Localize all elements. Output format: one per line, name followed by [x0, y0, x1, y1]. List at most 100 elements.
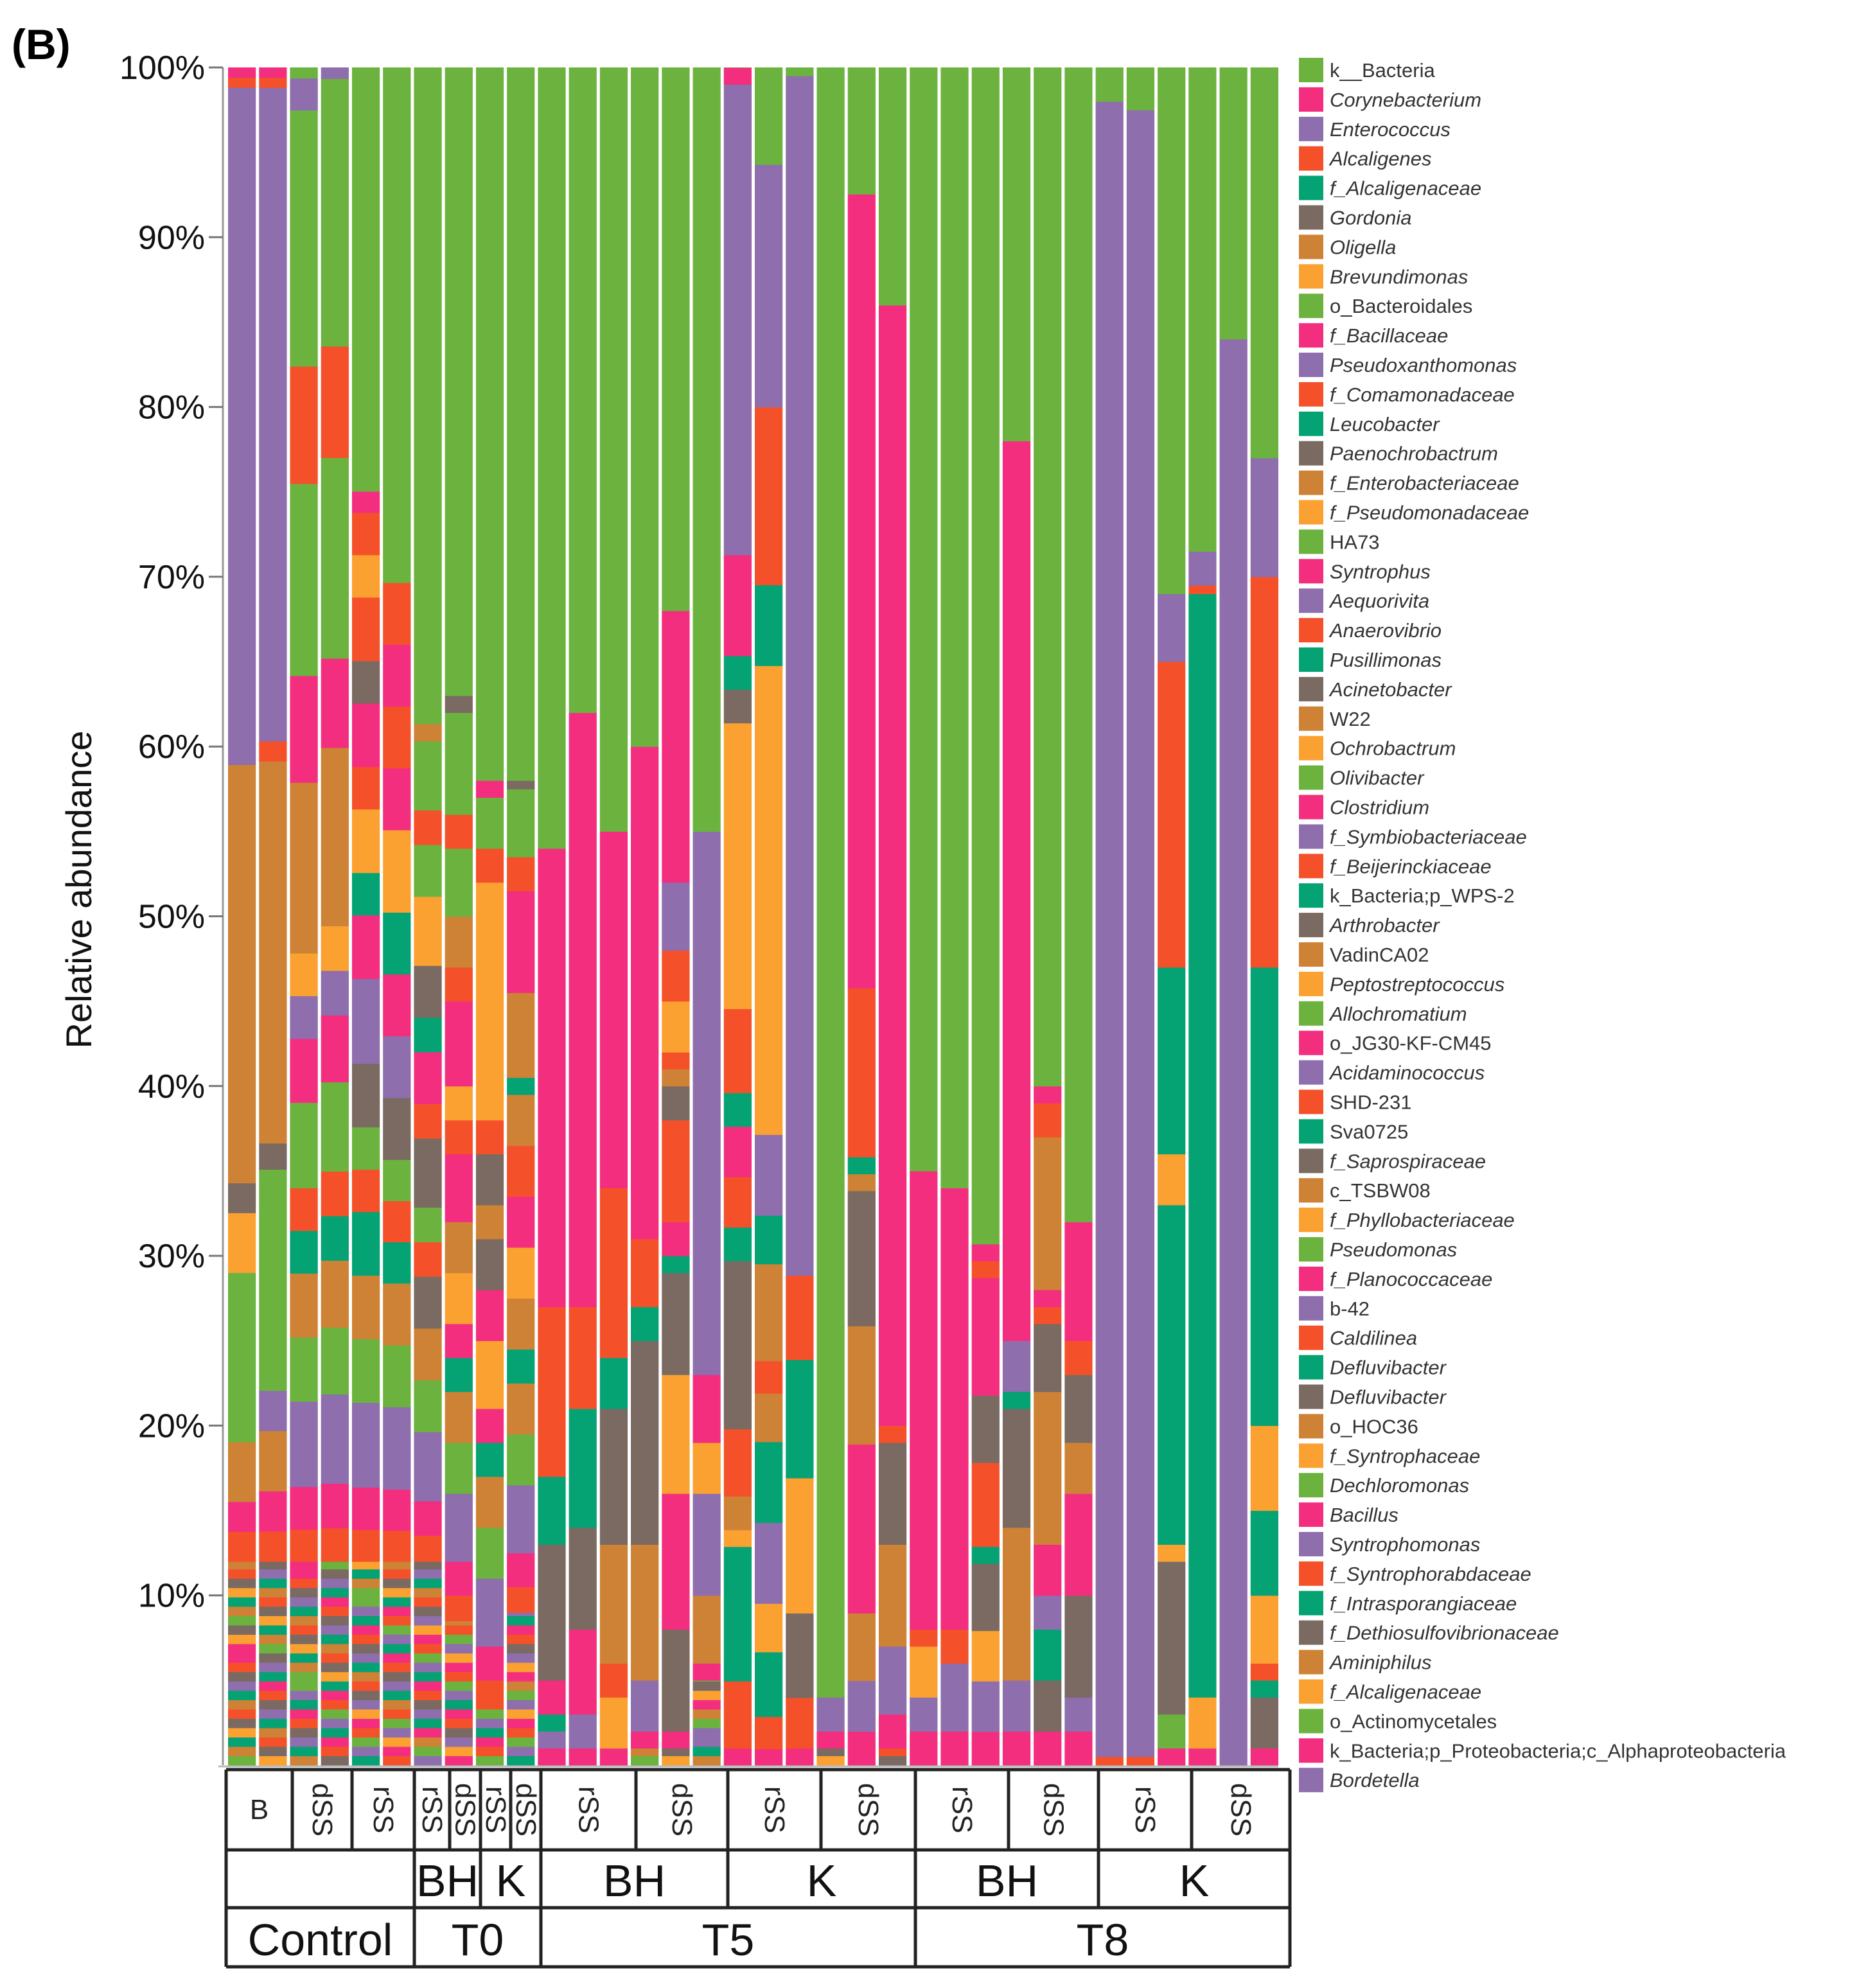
bar-segment: [383, 1653, 411, 1663]
bar-segment: [723, 67, 752, 68]
legend-item: Syntrophus: [1299, 559, 1431, 584]
bar-segment: [878, 1646, 907, 1715]
bar-segment: [414, 1644, 442, 1654]
bar-segment: [507, 67, 535, 781]
bar-segment: [414, 1276, 442, 1329]
bar-segment: [445, 848, 473, 917]
legend-swatch: [1299, 824, 1323, 849]
bar-segment: [321, 747, 349, 927]
bar-segment: [692, 1663, 721, 1681]
legend-item: f_Comamonadaceae: [1299, 382, 1515, 407]
bar-segment: [445, 1357, 473, 1393]
legend-item: Defluvibacter: [1299, 1384, 1447, 1409]
bar-segment: [475, 1578, 504, 1647]
bar-t8bh_r1: [910, 67, 938, 1766]
bar-segment: [692, 1737, 721, 1747]
bar-segment: [1095, 67, 1124, 102]
legend-swatch: [1299, 323, 1323, 348]
bar-segment: [290, 675, 318, 783]
bar-segment: [383, 1727, 411, 1737]
bar-segment: [351, 1727, 380, 1737]
bar-segment: [662, 1120, 690, 1222]
bar-segment: [507, 1653, 535, 1663]
bar-segment: [290, 78, 318, 111]
legend-swatch: [1299, 795, 1323, 820]
legend-item: Acinetobacter: [1299, 676, 1452, 701]
bar-c1: [228, 67, 256, 1766]
legend-label: f_Phyllobacteriaceae: [1330, 1209, 1515, 1231]
sample-label: dSS: [852, 1783, 884, 1836]
legend-item: Syntrophomonas: [1299, 1532, 1480, 1556]
bar-segment: [290, 1709, 318, 1719]
bar-segment: [290, 1718, 318, 1729]
bar-segment: [662, 1001, 690, 1053]
bar-segment: [662, 1069, 690, 1087]
bar-segment: [1002, 1527, 1031, 1681]
bar-segment: [321, 1082, 349, 1172]
bar-segment: [290, 1486, 318, 1530]
bar-segment: [445, 1727, 473, 1737]
bar-segment: [228, 1615, 256, 1626]
legend-item: f_Bacillaceae: [1299, 323, 1448, 348]
bar-segment: [723, 1126, 752, 1177]
legend-swatch: [1299, 1060, 1323, 1085]
bar-segment: [507, 1298, 535, 1350]
bar-segment: [786, 1613, 814, 1698]
bar-segment: [414, 1606, 442, 1617]
bar-segment: [445, 1653, 473, 1663]
bar-segment: [1250, 1595, 1278, 1664]
legend-swatch: [1299, 942, 1323, 967]
bar-segment: [1002, 1391, 1031, 1409]
bar-segment: [445, 695, 473, 713]
bar-segment: [351, 1127, 380, 1170]
bar-segment: [507, 1077, 535, 1095]
bar-segment: [631, 1341, 659, 1545]
legend-swatch: [1299, 1620, 1323, 1645]
bar-segment: [445, 1001, 473, 1087]
bar-t5bh_d3: [662, 67, 690, 1766]
bar-segment: [321, 1737, 349, 1747]
legend-item: f_Saprospiraceae: [1299, 1148, 1486, 1174]
bar-segment: [631, 1748, 659, 1757]
bar-segment: [475, 1442, 504, 1477]
bar-c4: [321, 67, 349, 1766]
bar-segment: [1034, 1306, 1062, 1324]
bar-segment: [538, 1306, 566, 1477]
legend-item: k__Bacteria: [1299, 58, 1435, 82]
legend-label: Corynebacterium: [1330, 89, 1481, 111]
bar-segment: [786, 1275, 814, 1360]
bar-segment: [414, 1634, 442, 1644]
bar-segment: [1158, 1748, 1186, 1766]
bar-segment: [414, 965, 442, 1018]
y-tick-label: 90%: [138, 219, 205, 256]
bar-segment: [414, 896, 442, 966]
bar-segment: [569, 1714, 597, 1749]
bar-segment: [569, 1408, 597, 1528]
bar-segment: [971, 1546, 1000, 1564]
bar-segment: [816, 1755, 845, 1766]
legend-item: o_JG30-KF-CM45: [1299, 1030, 1492, 1055]
bar-segment: [414, 1051, 442, 1104]
legend-swatch: [1299, 1001, 1323, 1026]
bar-segment: [507, 1746, 535, 1757]
bar-segment: [786, 76, 814, 1276]
bar-segment: [507, 1196, 535, 1248]
bar-segment: [507, 1349, 535, 1384]
y-tick-label: 20%: [138, 1407, 205, 1445]
legend-label: Caldilinea: [1330, 1327, 1417, 1350]
bar-segment: [1002, 441, 1031, 1341]
bar-segment: [662, 1755, 690, 1766]
bar-segment: [1188, 1697, 1217, 1749]
bar-segment: [290, 1587, 318, 1597]
bar-segment: [1188, 585, 1217, 594]
bar-t5k_r2: [755, 67, 783, 1766]
bar-segment: [1250, 1510, 1278, 1596]
bar-segment: [1064, 1341, 1093, 1375]
bar-segment: [662, 67, 690, 611]
bar-segment: [351, 1402, 380, 1488]
bar-segment: [1188, 551, 1217, 586]
bar-segment: [414, 1380, 442, 1432]
bar-segment: [383, 1700, 411, 1710]
bar-segment: [414, 1624, 442, 1635]
bar-segment: [692, 67, 721, 832]
